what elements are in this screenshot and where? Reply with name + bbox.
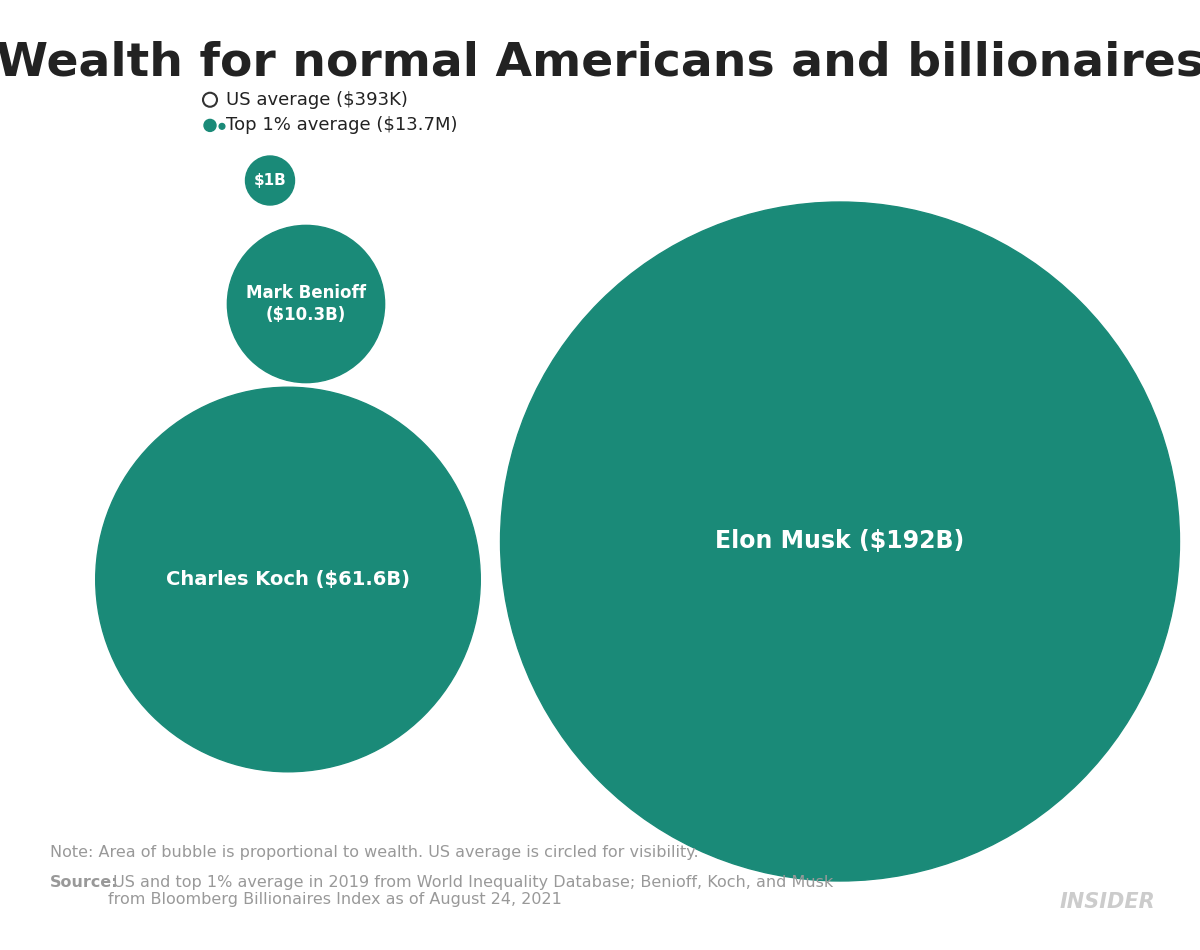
- Text: $1B: $1B: [253, 173, 287, 188]
- Circle shape: [500, 202, 1180, 881]
- Circle shape: [246, 156, 294, 205]
- Text: Wealth for normal Americans and billionaires: Wealth for normal Americans and billiona…: [0, 40, 1200, 85]
- Text: INSIDER: INSIDER: [1060, 892, 1154, 912]
- Text: Elon Musk ($192B): Elon Musk ($192B): [715, 529, 965, 554]
- Circle shape: [227, 225, 385, 383]
- Text: Top 1% average ($13.7M): Top 1% average ($13.7M): [226, 117, 457, 134]
- Circle shape: [204, 120, 216, 131]
- Text: Source:: Source:: [50, 875, 119, 890]
- Circle shape: [96, 388, 480, 771]
- Text: Note: Area of bubble is proportional to wealth. US average is circled for visibi: Note: Area of bubble is proportional to …: [50, 845, 698, 860]
- Text: Mark Benioff
($10.3B): Mark Benioff ($10.3B): [246, 284, 366, 324]
- Text: US and top 1% average in 2019 from World Inequality Database; Benioff, Koch, and: US and top 1% average in 2019 from World…: [108, 875, 833, 907]
- Circle shape: [220, 124, 224, 129]
- Text: Charles Koch ($61.6B): Charles Koch ($61.6B): [166, 570, 410, 589]
- Text: US average ($393K): US average ($393K): [226, 91, 408, 108]
